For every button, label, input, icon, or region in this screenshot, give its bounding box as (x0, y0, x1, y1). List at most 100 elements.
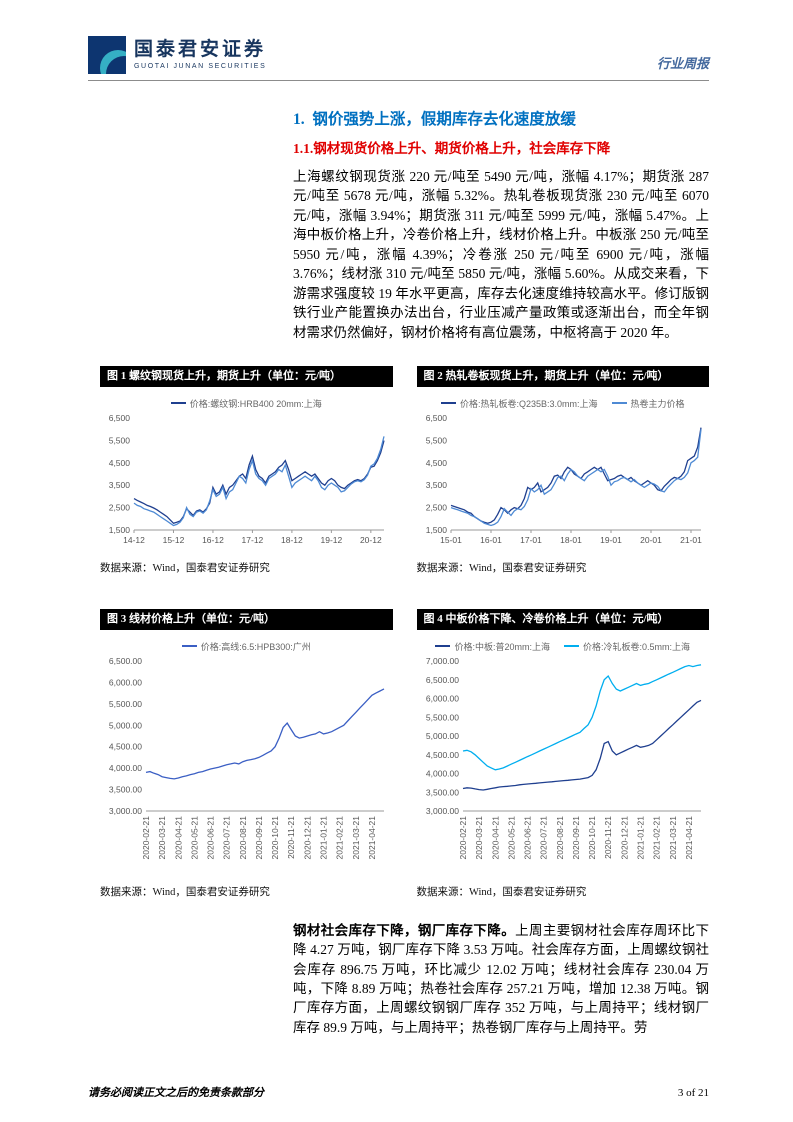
svg-text:1,500: 1,500 (425, 525, 447, 535)
figure-source: 数据来源：Wind，国泰君安证券研究 (100, 886, 270, 898)
series-line (450, 427, 702, 524)
svg-text:2021-03-21: 2021-03-21 (351, 815, 361, 859)
svg-text:6,500: 6,500 (109, 413, 131, 423)
body-paragraph-1: 上海螺纹钢现货涨 220 元/吨至 5490 元/吨，涨幅 4.17%；期货涨 … (293, 169, 709, 340)
svg-text:6,000.00: 6,000.00 (425, 693, 458, 703)
figure-3: 图 3 线材价格上升（单位：元/吨） 价格:高线:6.5:HPB300:广州 3,0… (100, 608, 393, 899)
figure-source: 数据来源：Wind，国泰君安证券研究 (416, 886, 587, 898)
svg-text:3,500.00: 3,500.00 (425, 787, 458, 797)
svg-text:5,500: 5,500 (109, 435, 131, 445)
series-line (450, 428, 702, 526)
svg-text:2020-06-21: 2020-06-21 (522, 815, 532, 859)
legend-item: 价格:中板:普20mm:上海 (435, 640, 550, 653)
figure-2: 图 2 热轧卷板现货上升，期货上升（单位：元/吨） 价格:热轧板卷:Q235B:3… (416, 365, 709, 575)
svg-text:2020-07-21: 2020-07-21 (538, 815, 548, 859)
svg-text:17-12: 17-12 (242, 535, 264, 545)
svg-text:2021-01-21: 2021-01-21 (318, 815, 328, 859)
svg-text:3,500: 3,500 (109, 480, 131, 490)
svg-text:3,000.00: 3,000.00 (425, 806, 458, 816)
legend-label: 热卷主力价格 (630, 398, 685, 409)
header-rule (88, 80, 709, 81)
svg-text:2020-04-21: 2020-04-21 (490, 815, 500, 859)
legend-item: 价格:高线:6.5:HPB300:广州 (181, 640, 311, 653)
legend-label: 价格:冷轧板卷:0.5mm:上海 (583, 641, 691, 652)
body-paragraph-2: 钢材社会库存下降，钢厂库存下降。上周主要钢材社会库存周环比下降 4.27 万吨，… (293, 921, 709, 1038)
figure-title: 图 4 中板价格下降、冷卷价格上升（单位：元/吨） (416, 608, 709, 630)
svg-text:2,500: 2,500 (109, 502, 131, 512)
svg-text:4,500.00: 4,500.00 (425, 749, 458, 759)
svg-text:2020-03-21: 2020-03-21 (157, 815, 167, 859)
svg-text:2020-05-21: 2020-05-21 (189, 815, 199, 859)
svg-text:19-12: 19-12 (320, 535, 342, 545)
chart-canvas-1: 1,500 2,500 3,500 4,500 5,500 6,500 14-12 15-12… (109, 413, 385, 545)
svg-text:5,000.00: 5,000.00 (425, 731, 458, 741)
legend-swatch (181, 645, 197, 648)
svg-text:6,500: 6,500 (425, 413, 447, 423)
svg-text:7,000.00: 7,000.00 (425, 656, 458, 666)
svg-text:2,500: 2,500 (425, 502, 447, 512)
logo-swoosh-inner-shape (106, 56, 126, 74)
svg-text:2020-10-21: 2020-10-21 (587, 815, 597, 859)
svg-text:18-12: 18-12 (281, 535, 303, 545)
svg-text:2020-02-21: 2020-02-21 (458, 815, 468, 859)
figure-grid: 图 1 螺纹钢现货上升，期货上升（单位：元/吨） 价格:螺纹钢:HRB400 20… (100, 365, 709, 899)
legend-swatch (611, 402, 627, 405)
legend-swatch (170, 402, 186, 405)
brand-text: 国泰君安证券 GUOTAI JUNAN SECURITIES (134, 39, 267, 70)
svg-text:3,500: 3,500 (425, 480, 447, 490)
series-line (133, 436, 385, 526)
subsection-title: 1.1.钢材现货价格上升、期货价格上升，社会库存下降 (293, 141, 611, 156)
svg-text:2021-02-21: 2021-02-21 (335, 815, 345, 859)
brand-name-cn: 国泰君安证券 (134, 39, 267, 61)
svg-text:15-01: 15-01 (440, 535, 462, 545)
svg-text:4,000.00: 4,000.00 (109, 763, 142, 773)
svg-text:4,500: 4,500 (109, 458, 131, 468)
svg-text:2020-11-21: 2020-11-21 (603, 815, 613, 858)
series-line (145, 687, 385, 780)
svg-text:4,000.00: 4,000.00 (425, 768, 458, 778)
series-line (462, 699, 701, 791)
svg-text:2020-03-21: 2020-03-21 (474, 815, 484, 859)
chart-legend: 价格:中板:普20mm:上海 价格:冷轧板卷:0.5mm:上海 (421, 640, 706, 653)
legend-item: 价格:冷轧板卷:0.5mm:上海 (564, 640, 690, 653)
svg-text:2020-09-21: 2020-09-21 (254, 815, 264, 859)
svg-text:17-01: 17-01 (520, 535, 542, 545)
svg-text:6,500.00: 6,500.00 (109, 656, 142, 666)
legend-swatch (435, 645, 451, 648)
svg-text:3,000.00: 3,000.00 (109, 806, 142, 816)
legend-label: 价格:热轧板卷:Q235B:3.0mm:上海 (459, 398, 598, 409)
brand-logo-icon (88, 36, 126, 74)
svg-text:2020-07-21: 2020-07-21 (222, 815, 232, 859)
svg-text:14-12: 14-12 (123, 535, 145, 545)
svg-text:2020-10-21: 2020-10-21 (270, 815, 280, 859)
legend-item: 价格:螺纹钢:HRB400 20mm:上海 (170, 397, 322, 410)
paragraph-2-lead: 钢材社会库存下降，钢厂库存下降。 (293, 922, 516, 938)
svg-text:6,000.00: 6,000.00 (109, 677, 142, 687)
svg-text:2020-06-21: 2020-06-21 (206, 815, 216, 859)
legend-swatch (440, 402, 456, 405)
svg-text:2020-11-21: 2020-11-21 (286, 815, 296, 858)
section-title: 1. 钢价强势上涨，假期库存去化速度放缓 (293, 111, 576, 128)
chart-canvas-4: 3,000.00 3,500.00 4,000.00 4,500.00 5,000.00… (425, 656, 701, 859)
svg-text:16-12: 16-12 (202, 535, 224, 545)
svg-text:2020-02-21: 2020-02-21 (141, 815, 151, 859)
legend-swatch (564, 645, 579, 648)
svg-text:4,500: 4,500 (425, 458, 447, 468)
svg-text:5,500: 5,500 (425, 435, 447, 445)
svg-text:19-01: 19-01 (600, 535, 622, 545)
chart-legend: 价格:高线:6.5:HPB300:广州 (104, 640, 389, 653)
paragraph-2-rest: 上周主要钢材社会库存周环比下降 4.27 万吨，钢厂库存下降 3.53 万吨。社… (293, 922, 710, 1035)
series-line (133, 440, 385, 524)
svg-text:2020-12-21: 2020-12-21 (619, 815, 629, 859)
report-footer: 请务必阅读正文之后的免责条款部分 3 of 21 (88, 1084, 709, 1100)
chart-legend: 价格:热轧板卷:Q235B:3.0mm:上海 热卷主力价格 (421, 397, 706, 410)
svg-text:4,500.00: 4,500.00 (109, 741, 142, 751)
svg-text:16-01: 16-01 (480, 535, 502, 545)
figure-title: 图 3 线材价格上升（单位：元/吨） (100, 608, 393, 630)
svg-text:2021-01-21: 2021-01-21 (635, 815, 645, 859)
series-line (462, 663, 701, 771)
figure-1: 图 1 螺纹钢现货上升，期货上升（单位：元/吨） 价格:螺纹钢:HRB400 20… (100, 365, 393, 575)
chart-canvas-3: 3,000.00 3,500.00 4,000.00 4,500.00 5,000.00… (109, 656, 385, 859)
brand-name-en: GUOTAI JUNAN SECURITIES (134, 62, 267, 70)
